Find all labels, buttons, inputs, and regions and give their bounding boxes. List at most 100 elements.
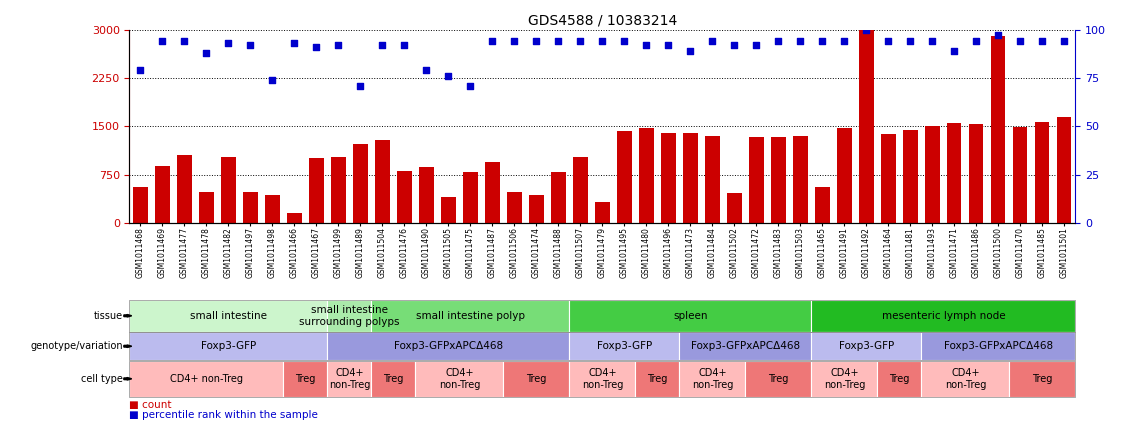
Bar <box>155 166 170 223</box>
Bar <box>419 167 434 223</box>
Text: CD4+
non-Treg: CD4+ non-Treg <box>329 368 370 390</box>
Bar <box>969 124 983 223</box>
Title: GDS4588 / 10383214: GDS4588 / 10383214 <box>528 13 677 27</box>
Bar <box>617 132 632 223</box>
Bar <box>266 195 279 223</box>
Point <box>330 42 348 49</box>
Point <box>813 38 831 44</box>
Point <box>990 32 1008 39</box>
Bar <box>375 140 390 223</box>
Bar <box>485 162 500 223</box>
Text: Foxp3-GFP: Foxp3-GFP <box>597 341 652 351</box>
Bar <box>947 123 962 223</box>
Point <box>946 47 964 54</box>
Text: CD4+ non-Treg: CD4+ non-Treg <box>170 374 243 384</box>
Bar <box>793 136 807 223</box>
Point <box>967 38 985 44</box>
Bar <box>552 172 565 223</box>
Bar <box>287 213 302 223</box>
Point <box>901 38 919 44</box>
Text: CD4+
non-Treg: CD4+ non-Treg <box>691 368 733 390</box>
Bar <box>331 157 346 223</box>
Bar <box>243 192 258 223</box>
Point <box>923 38 941 44</box>
Text: Foxp3-GFP: Foxp3-GFP <box>839 341 894 351</box>
Point <box>527 38 545 44</box>
Text: Treg: Treg <box>526 374 546 384</box>
Text: Foxp3-GFPxAPCΔ468: Foxp3-GFPxAPCΔ468 <box>394 341 503 351</box>
Text: tissue: tissue <box>93 311 123 321</box>
Point <box>681 47 699 54</box>
Bar <box>463 172 477 223</box>
Point <box>506 38 524 44</box>
Point <box>1034 38 1052 44</box>
Bar <box>771 137 786 223</box>
Text: mesenteric lymph node: mesenteric lymph node <box>882 311 1006 321</box>
Bar <box>397 171 412 223</box>
Point <box>616 38 634 44</box>
Point <box>483 38 501 44</box>
Text: Treg: Treg <box>1033 374 1053 384</box>
Text: cell type: cell type <box>81 374 123 384</box>
Point <box>769 38 787 44</box>
Point <box>835 38 854 44</box>
Text: small intestine polyp: small intestine polyp <box>415 311 525 321</box>
Bar <box>705 136 720 223</box>
Text: Treg: Treg <box>890 374 910 384</box>
Point <box>549 38 568 44</box>
Text: Treg: Treg <box>383 374 403 384</box>
Bar <box>133 187 148 223</box>
Point <box>725 42 743 49</box>
Bar <box>882 134 895 223</box>
Bar <box>573 157 588 223</box>
Bar <box>640 128 653 223</box>
Text: CD4+
non-Treg: CD4+ non-Treg <box>945 368 986 390</box>
Text: Treg: Treg <box>647 374 668 384</box>
Point <box>220 40 238 47</box>
Bar <box>1035 122 1049 223</box>
Bar <box>508 192 521 223</box>
Bar <box>310 158 323 223</box>
Text: spleen: spleen <box>673 311 707 321</box>
Text: Foxp3-GFPxAPCΔ468: Foxp3-GFPxAPCΔ468 <box>691 341 799 351</box>
Bar <box>838 128 851 223</box>
Bar <box>199 192 214 223</box>
Point <box>241 42 259 49</box>
Point <box>418 67 436 74</box>
Point <box>176 38 194 44</box>
Bar <box>903 130 918 223</box>
Text: genotype/variation: genotype/variation <box>30 341 123 351</box>
Point <box>857 26 875 33</box>
Point <box>263 77 282 83</box>
Point <box>879 38 897 44</box>
Text: Treg: Treg <box>295 374 315 384</box>
Point <box>748 42 766 49</box>
Bar <box>727 192 742 223</box>
Text: CD4+
non-Treg: CD4+ non-Treg <box>439 368 480 390</box>
Text: ■ count: ■ count <box>129 400 172 410</box>
Bar <box>177 155 191 223</box>
Bar <box>441 197 456 223</box>
Point <box>197 49 215 56</box>
Bar <box>661 133 676 223</box>
Point <box>307 44 325 50</box>
Point <box>153 38 171 44</box>
Bar <box>926 126 939 223</box>
Point <box>351 82 369 89</box>
Point <box>286 40 304 47</box>
Point <box>571 38 589 44</box>
Bar <box>1057 117 1072 223</box>
Bar <box>815 187 830 223</box>
Text: ■ percentile rank within the sample: ■ percentile rank within the sample <box>129 409 319 420</box>
Bar <box>354 144 367 223</box>
Point <box>439 73 457 80</box>
Point <box>792 38 810 44</box>
Bar <box>991 36 1006 223</box>
Text: Foxp3-GFPxAPCΔ468: Foxp3-GFPxAPCΔ468 <box>944 341 1053 351</box>
Bar <box>749 137 763 223</box>
Text: small intestine
surrounding polyps: small intestine surrounding polyps <box>300 305 400 327</box>
Point <box>462 82 480 89</box>
Point <box>1011 38 1029 44</box>
Text: Treg: Treg <box>768 374 788 384</box>
Point <box>704 38 722 44</box>
